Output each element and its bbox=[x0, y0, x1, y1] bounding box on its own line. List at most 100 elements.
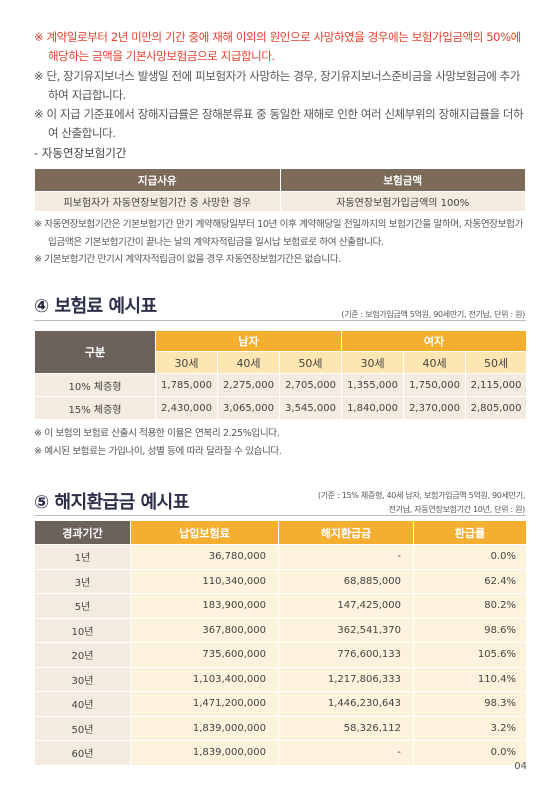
cell: 3,065,000 bbox=[217, 396, 280, 420]
row: 3년 110,340,000 68,885,000 62.4% bbox=[34, 568, 527, 594]
cell: 1,471,200,000 bbox=[130, 691, 279, 717]
cell: 0.0% bbox=[413, 740, 527, 766]
cell: 60년 bbox=[34, 740, 131, 766]
cell: 0.0% bbox=[413, 544, 527, 570]
cell: 98.6% bbox=[413, 617, 527, 643]
group-cell: 여자 bbox=[341, 330, 528, 352]
cell: 58,326,112 bbox=[278, 715, 414, 741]
cell: 자동연장보험가입금액의 100% bbox=[279, 191, 526, 212]
basis-line: 전기납, 자동연장보험기간 10년, 단위 : 원) bbox=[388, 505, 526, 514]
header-cell: 보험금액 bbox=[279, 168, 526, 192]
cell: 40년 bbox=[34, 691, 131, 717]
age-cell: 50세 bbox=[278, 351, 343, 374]
section-title: ⑤ 해지환급금 예시표 bbox=[34, 492, 189, 513]
table: 지급사유 보험금액 피보험자가 자동연장보험기간 중 사망한 경우 자동연장보험가입금… bbox=[34, 168, 526, 212]
cell: 3,545,000 bbox=[278, 396, 343, 420]
cell: 3년 bbox=[34, 568, 131, 594]
header-cell: 환급률 bbox=[413, 520, 527, 545]
cell: 피보험자가 자동연장보험기간 중 사망한 경우 bbox=[34, 191, 281, 212]
cell: 62.4% bbox=[413, 568, 527, 594]
cell: 183,900,000 bbox=[130, 593, 279, 619]
cell: 2,115,000 bbox=[465, 373, 528, 397]
cell: 362,541,370 bbox=[278, 617, 414, 643]
note: ※ 이 보험의 보험료 산출시 적용한 이율은 연복리 2.25%입니다. bbox=[34, 428, 280, 439]
cell: 1,446,230,643 bbox=[278, 691, 414, 717]
top-notes: ※ 계약일로부터 2년 미만의 기간 중에 재해 이외의 원인으로 사망하였을 … bbox=[34, 28, 526, 144]
cell: 3.2% bbox=[413, 715, 527, 741]
cell: 735,600,000 bbox=[130, 642, 279, 668]
note: ※ 단, 장기유지보너스 발생일 전에 피보험자가 사망하는 경우, 장기유지보… bbox=[34, 68, 521, 102]
row: 15% 체증형 2,430,000 3,065,000 3,545,000 1,840,… bbox=[34, 396, 528, 420]
page-number: 04 bbox=[514, 761, 527, 772]
cell: 36,780,000 bbox=[130, 544, 279, 570]
cell: 68,885,000 bbox=[278, 568, 414, 594]
row: 10년 367,800,000 362,541,370 98.6% bbox=[34, 617, 527, 643]
table: 경과기간 납입보험료 해지환급금 환급률 1년 36,780,000-0.0% 3년 110,… bbox=[34, 520, 527, 766]
rule bbox=[34, 515, 526, 516]
header-cell: 지급사유 bbox=[34, 168, 281, 192]
cell: 20년 bbox=[34, 642, 131, 668]
row: 50년 1,839,000,000 58,326,112 3.2% bbox=[34, 715, 527, 741]
sub-title: - 자동연장보험기간 bbox=[34, 146, 127, 160]
row: 40년 1,471,200,000 1,446,230,643 98.3% bbox=[34, 691, 527, 717]
header-cell: 해지환급금 bbox=[278, 520, 414, 545]
cell: - bbox=[278, 740, 414, 766]
basis: (기준 : 15% 체증형, 40세 남자, 보험가입금액 5억원, 90세만기… bbox=[318, 489, 525, 517]
header-cell: 납입보험료 bbox=[130, 520, 279, 545]
header-row: 지급사유 보험금액 bbox=[34, 168, 526, 192]
age-cell: 30세 bbox=[341, 351, 405, 374]
cell: 1,103,400,000 bbox=[130, 666, 279, 692]
cell: 2,705,000 bbox=[278, 373, 343, 397]
basis: (기준 : 보험가입금액 5억원, 90세만기, 전기납, 단위 : 원) bbox=[341, 310, 525, 319]
cell: 1,785,000 bbox=[155, 373, 218, 397]
cell: 1,750,000 bbox=[403, 373, 467, 397]
cell: 2,430,000 bbox=[155, 396, 218, 420]
row: 20년 735,600,000 776,600,133 105.6% bbox=[34, 642, 527, 668]
cell: 5년 bbox=[34, 593, 131, 619]
basis-line: (기준 : 15% 체증형, 40세 남자, 보험가입금액 5억원, 90세만기… bbox=[317, 491, 525, 500]
row-label: 15% 체증형 bbox=[34, 396, 156, 420]
cell: 1,840,000 bbox=[341, 396, 405, 420]
note: ※ 예시된 보험료는 가입나이, 성별 등에 따라 달라질 수 있습니다. bbox=[34, 445, 282, 457]
cell: 1년 bbox=[34, 544, 131, 570]
cell: 1,839,000,000 bbox=[130, 715, 279, 741]
row: 10% 체증형 1,785,000 2,275,000 2,705,000 1,355,… bbox=[34, 373, 528, 397]
cell: 98.3% bbox=[413, 691, 527, 717]
row: 5년 183,900,000 147,425,000 80.2% bbox=[34, 593, 527, 619]
age-cell: 40세 bbox=[217, 351, 280, 374]
cell: 50년 bbox=[34, 715, 131, 741]
age-cell: 40세 bbox=[403, 351, 467, 374]
cell: 110,340,000 bbox=[130, 568, 279, 594]
cell: 1,217,806,333 bbox=[278, 666, 414, 692]
notes: ※ 이 보험의 보험료 산출시 적용한 이율은 연복리 2.25%입니다. ※ 예… bbox=[34, 425, 526, 460]
cell: 2,805,000 bbox=[465, 396, 528, 420]
rule bbox=[34, 320, 526, 321]
row: 30년 1,103,400,000 1,217,806,333 110.4% bbox=[34, 666, 527, 692]
cell: 1,355,000 bbox=[341, 373, 405, 397]
row: 피보험자가 자동연장보험기간 중 사망한 경우 자동연장보험가입금액의 100% bbox=[34, 191, 526, 212]
cell: 105.6% bbox=[413, 642, 527, 668]
cell: 10년 bbox=[34, 617, 131, 643]
cell: 776,600,133 bbox=[278, 642, 414, 668]
note: ※ 기본보험기간 만기시 계약자적립금이 없을 경우 자동연장보험기간은 없습니… bbox=[34, 254, 341, 265]
age-cell: 50세 bbox=[465, 351, 528, 374]
cell: 2,370,000 bbox=[403, 396, 467, 420]
cell: 367,800,000 bbox=[130, 617, 279, 643]
cell: 80.2% bbox=[413, 593, 527, 619]
row: 60년 1,839,000,000-0.0% bbox=[34, 740, 527, 766]
header-row: 구분 남자 여자 bbox=[34, 330, 528, 374]
note: ※ 계약일로부터 2년 미만의 기간 중에 재해 이외의 원인으로 사망하였을 … bbox=[34, 30, 521, 64]
notes: ※ 자동연장보험기간은 기본보험기간 만기 계약해당일부터 10년 이후 계약해… bbox=[34, 216, 526, 269]
note: ※ 이 지급 기준표에서 장해지급률은 장해분류표 중 동일한 재해로 인한 여… bbox=[34, 107, 524, 141]
row-label: 10% 체증형 bbox=[34, 373, 156, 397]
cell: - bbox=[278, 544, 414, 570]
group-cell: 남자 bbox=[154, 330, 343, 352]
cell: 147,425,000 bbox=[278, 593, 414, 619]
table: 구분 남자 여자 30세 40세 50세 30세 40세 50세 10% 체증형 1,785,000… bbox=[34, 330, 528, 420]
cell: 110.4% bbox=[413, 666, 527, 692]
cell: 1,839,000,000 bbox=[130, 740, 279, 766]
note: ※ 자동연장보험기간은 기본보험기간 만기 계약해당일부터 10년 이후 계약해… bbox=[34, 219, 524, 248]
cell: 2,275,000 bbox=[217, 373, 280, 397]
header-row: 경과기간 납입보험료 해지환급금 환급률 bbox=[34, 520, 527, 545]
